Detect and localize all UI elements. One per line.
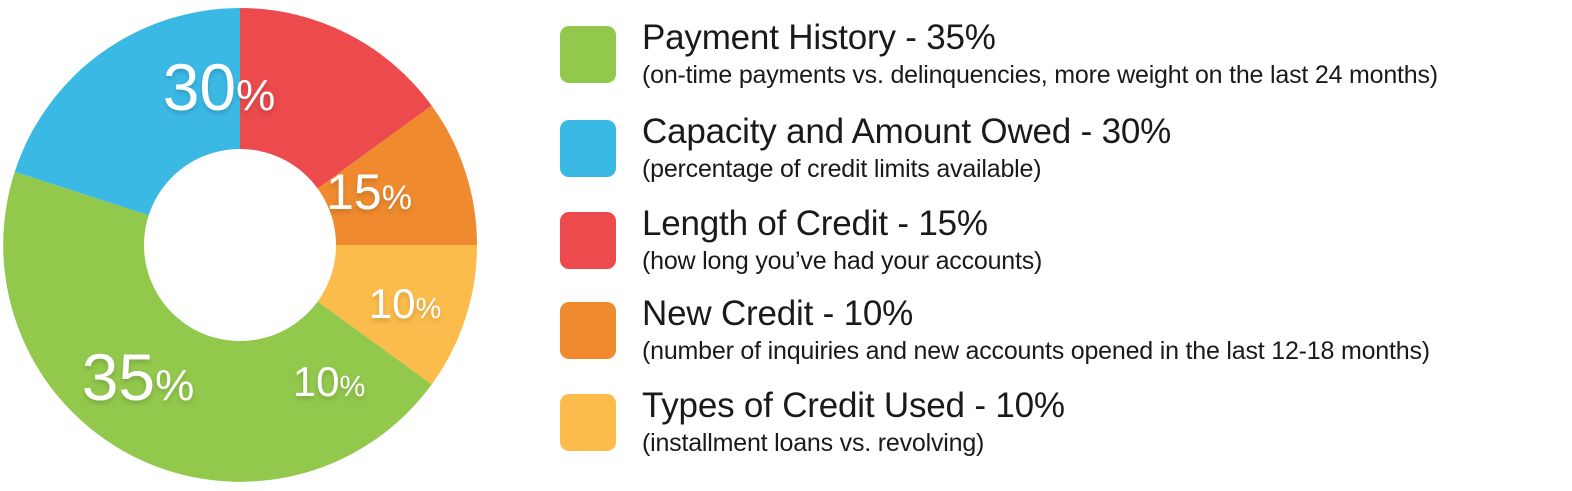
legend-item-new-credit[interactable]: New Credit - 10% (number of inquiries an… (560, 294, 1430, 367)
legend-item-capacity-and-amount-owed[interactable]: Capacity and Amount Owed - 30% (percenta… (560, 112, 1171, 185)
donut-label-capacity-and-amount-owed: 30% (163, 50, 276, 124)
legend-subtitle-length-of-credit: (how long you’ve had your accounts) (642, 247, 1043, 275)
legend-item-types-of-credit-used[interactable]: Types of Credit Used - 10% (installment … (560, 386, 1065, 459)
legend-title-new-credit: New Credit - 10% (642, 294, 914, 333)
legend-subtitle-types-of-credit-used: (installment loans vs. revolving) (642, 429, 985, 457)
donut-label-length-of-credit: 15% (326, 164, 412, 220)
donut-chart-svg: 30% 15% 10% 10% 35% (3, 7, 478, 482)
donut-label-new-credit: 10% (369, 280, 442, 327)
legend-swatch-payment-history (560, 26, 616, 83)
legend-title-capacity-and-amount-owed: Capacity and Amount Owed - 30% (642, 112, 1172, 151)
donut-label-payment-history: 35% (82, 340, 195, 414)
legend-item-length-of-credit[interactable]: Length of Credit - 15% (how long you’ve … (560, 204, 1042, 277)
legend-title-length-of-credit: Length of Credit - 15% (642, 204, 988, 243)
donut-label-types-of-credit-used: 10% (293, 358, 366, 405)
donut-hole (144, 149, 336, 341)
donut-chart: 30% 15% 10% 10% 35% (0, 2, 490, 489)
legend-swatch-length-of-credit (560, 212, 616, 269)
legend-subtitle-capacity-and-amount-owed: (percentage of credit limits available) (642, 155, 1042, 183)
legend-swatch-new-credit (560, 302, 616, 359)
legend: Payment History - 35% (on-time payments … (560, 0, 1572, 491)
legend-swatch-types-of-credit-used (560, 394, 616, 451)
legend-item-payment-history[interactable]: Payment History - 35% (on-time payments … (560, 18, 1438, 91)
legend-subtitle-new-credit: (number of inquiries and new accounts op… (642, 337, 1430, 365)
legend-title-types-of-credit-used: Types of Credit Used - 10% (642, 386, 1065, 425)
legend-subtitle-payment-history: (on-time payments vs. delinquencies, mor… (642, 61, 1438, 89)
legend-swatch-capacity-and-amount-owed (560, 120, 616, 177)
legend-title-payment-history: Payment History - 35% (642, 18, 996, 57)
